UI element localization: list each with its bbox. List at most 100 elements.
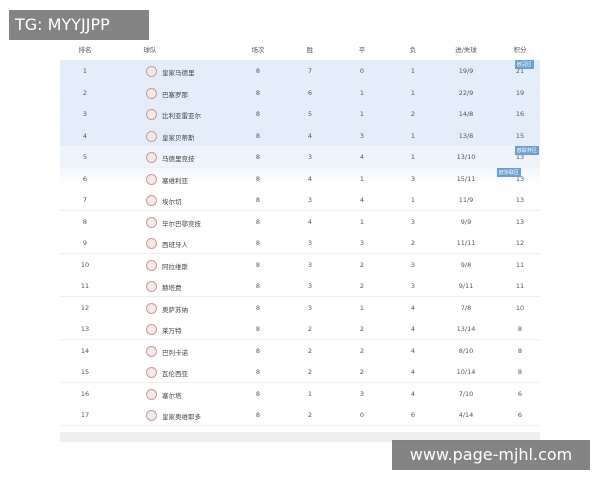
table-cell: 12 [515,239,525,247]
table-cell: 3 [410,217,416,226]
table-cell: 4 [410,303,416,312]
table-cell: 6 [517,411,523,419]
table-cell: 8 [517,368,523,376]
team-icon [146,216,157,228]
table-cell: 1 [359,303,365,312]
table-cell: 19 [515,88,525,97]
table-cell: 3 [410,174,416,183]
table-cell: 3 [307,239,313,247]
table-cell: 8 [255,153,261,161]
table-cell: 9/8 [460,260,472,269]
team-icon [146,367,157,378]
table-cell: 3 [307,260,313,269]
team-name: 塞尔塔 [162,391,182,400]
team-name: 塞维利亚 [162,176,188,185]
team-name: 阿拉维斯 [162,262,188,271]
zone-badge: 欧联杯区 [515,146,540,155]
table-cell: 6 [307,88,313,97]
table-cell: 2 [307,346,313,355]
team-icon [146,109,157,120]
table-cell: 13 [515,196,525,204]
table-cell: 8 [255,368,261,376]
table-cell: 0 [359,411,365,419]
table-cell: 2 [359,260,365,269]
table-row [60,404,540,426]
table-cell: 1 [307,389,313,398]
team-name: 西班牙人 [162,241,188,249]
table-cell: 4 [307,174,313,183]
table-cell: 22/9 [458,88,474,97]
table-cell: 9/11 [458,282,474,290]
table-cell: 1 [410,196,416,204]
table-cell: 4 [410,368,416,376]
table-cell: 8 [255,346,261,355]
table-cell: 6 [410,411,416,419]
table-cell: 3 [307,196,313,204]
team-name: 莱万特 [162,327,182,335]
table-cell: 15 [515,131,525,140]
table-cell: 3 [410,282,416,290]
table-cell: 8 [82,217,88,226]
table-cell: 21 [515,67,525,75]
table-cell: 7 [307,67,313,75]
table-cell: 8 [255,67,261,75]
table-cell: 8 [255,110,261,118]
table-cell: 4 [82,131,88,140]
table-cell: 3 [307,303,313,312]
table-cell: 13/10 [456,153,476,161]
zone-badge: 欧冠区 [515,60,535,69]
column-header: 场次 [251,46,265,54]
table-cell: 8 [255,131,261,140]
column-header: 负 [409,46,417,54]
team-icon [146,87,157,99]
table-cell: 11/11 [456,239,476,247]
table-cell: 4 [410,346,416,355]
table-cell: 4 [359,153,365,161]
team-name: 毕尔巴鄂竞技 [162,219,201,228]
table-cell: 2 [410,239,416,247]
team-name: 巴塞罗那 [162,90,188,99]
team-icon [146,173,157,185]
table-cell: 1 [410,153,416,161]
column-header: 排名 [78,46,92,54]
team-name: 皇家贝蒂斯 [162,133,195,142]
table-cell: 1 [359,174,365,183]
team-name: 奥萨苏纳 [162,305,188,314]
table-cell: 3 [307,282,313,290]
table-cell: 15 [80,368,90,376]
team-icon [146,195,157,206]
team-icon [146,345,157,357]
team-name: 皇家奥维耶多 [162,413,201,421]
table-cell: 8 [255,389,261,398]
team-name: 比利亚雷亚尔 [162,112,201,120]
table-cell: 11 [80,282,90,290]
table-cell: 11 [515,260,525,269]
table-cell: 8 [255,325,261,333]
table-cell: 3 [359,389,365,398]
table-cell: 13/14 [456,325,476,333]
team-icon [146,410,157,421]
table-cell: 13 [515,153,525,161]
table-cell: 8 [255,282,261,290]
team-icon [146,259,157,271]
table-cell: 2 [82,88,88,97]
team-name: 瓦伦西亚 [162,370,188,378]
table-cell: 8 [255,88,261,97]
table-cell: 2 [307,325,313,333]
table-cell: 11/9 [458,196,474,204]
watermark-top: TG: MYYJJPP [9,10,149,40]
table-cell: 1 [359,110,365,118]
table-cell: 1 [82,67,88,75]
table-cell: 14/8 [458,110,474,118]
table-cell: 13 [80,325,90,333]
table-cell: 1 [410,131,416,140]
table-cell: 4 [410,325,416,333]
table-cell: 1 [359,217,365,226]
table-cell: 6 [517,389,523,398]
table-cell: 9/9 [460,217,472,226]
watermark-bottom: www.page-mjhl.com [392,440,590,470]
table-cell: 3 [359,131,365,140]
table-cell: 10 [80,260,90,269]
table-cell: 3 [82,110,88,118]
